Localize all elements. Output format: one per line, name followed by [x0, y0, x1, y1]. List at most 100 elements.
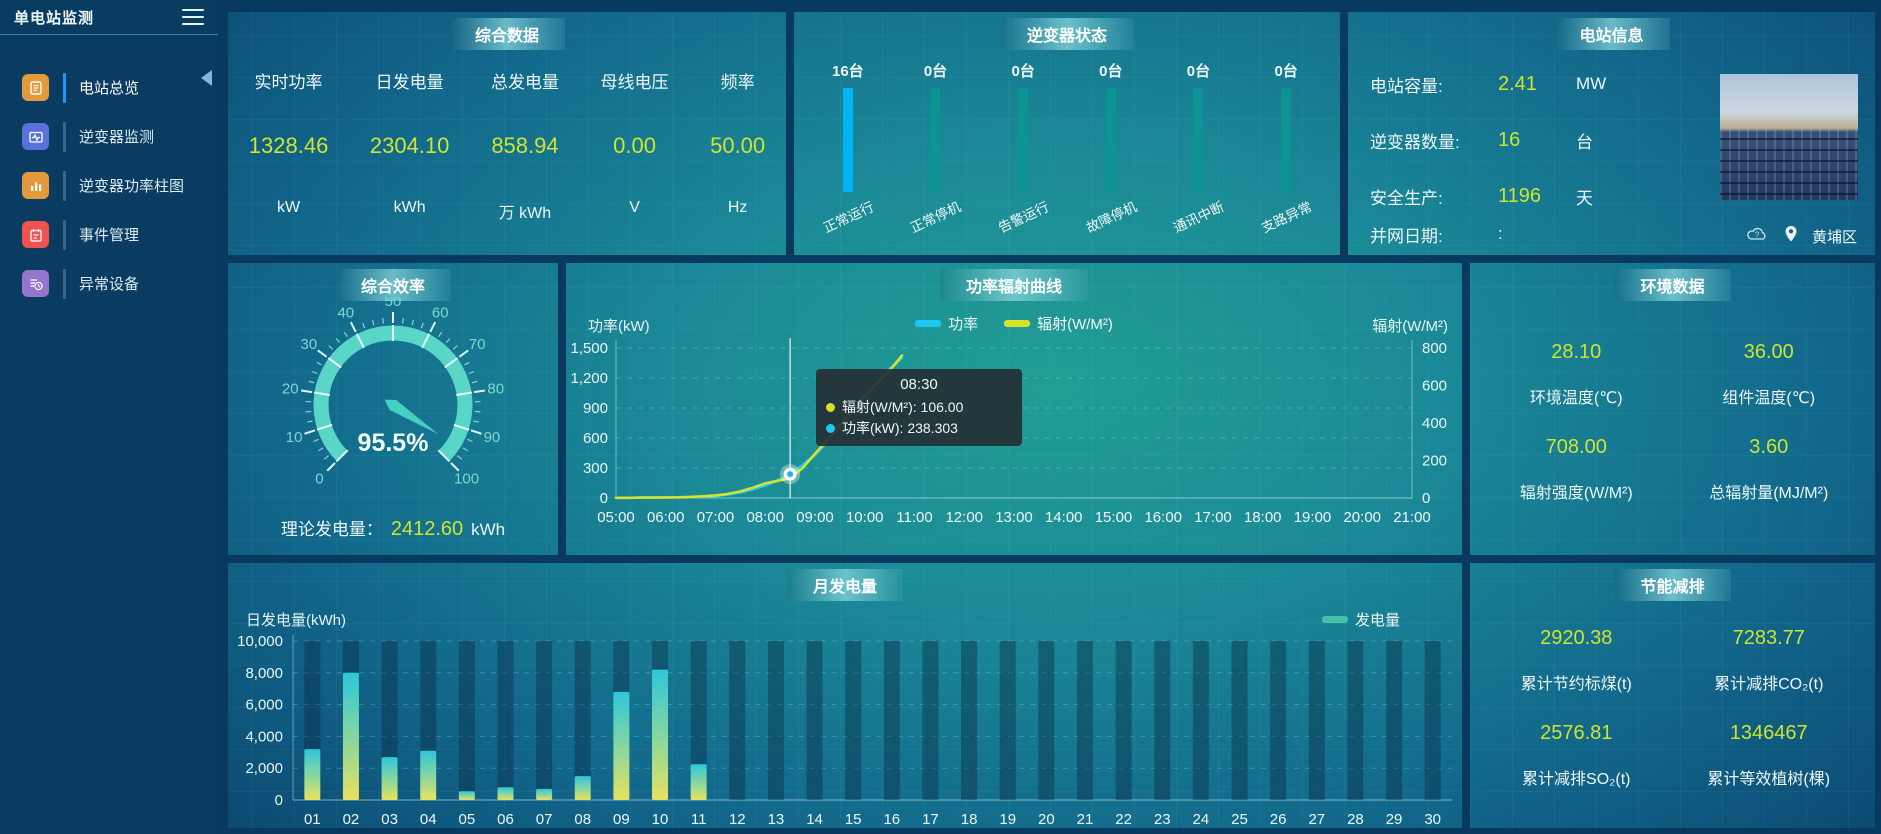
status-branch-abnormal: 0台 支路异常 [1259, 63, 1315, 236]
station-info-rows: 电站容量: 2.41 MW 逆变器数量: 16 台 安全生产: 1196 天 并… [1370, 64, 1606, 262]
info-row-inverter-count: 逆变器数量: 16 台 [1370, 128, 1593, 152]
svg-text:10: 10 [286, 429, 303, 446]
svg-text:6,000: 6,000 [245, 697, 283, 714]
panel-monthly-generation: 月发电量 日发电量(kWh) 发电量 0 2,000 4,000 6,000 8,000… [228, 563, 1462, 828]
svg-text:06: 06 [497, 811, 514, 828]
svg-text:10: 10 [652, 811, 669, 828]
svg-text:20:00: 20:00 [1343, 509, 1381, 526]
env-ambient-temp: 28.10 环境温度(℃) [1529, 341, 1623, 407]
hamburger-menu-icon[interactable] [182, 9, 204, 25]
metric-realtime-power: 实时功率 1328.46 kW [248, 73, 329, 216]
svg-text:10:00: 10:00 [846, 509, 884, 526]
left-axis-label: 功率(kW) [588, 318, 650, 335]
radiation-swatch-icon [1004, 320, 1031, 327]
info-row-grid-date: 并网日期: : [1370, 224, 1503, 246]
panel-title: 节能减排 [1614, 569, 1731, 601]
sidebar-header: 单电站监测 [0, 0, 218, 35]
legend-generation[interactable]: 发电量 [1321, 609, 1400, 630]
weather-cloud-icon[interactable]: ? [1746, 226, 1770, 246]
sidebar-item-abnormal-devices[interactable]: 异常设备 [0, 259, 218, 308]
tooltip-radiation: 辐射(W/M²): 106.00 [826, 397, 1012, 418]
status-bar [1105, 88, 1116, 192]
sidebar-item-label: 事件管理 [79, 227, 140, 244]
svg-text:27: 27 [1308, 811, 1325, 828]
svg-text:2,000: 2,000 [245, 760, 283, 777]
svg-text:0: 0 [600, 490, 608, 507]
svg-text:600: 600 [583, 430, 608, 447]
svg-text:16: 16 [883, 811, 900, 828]
svg-text:70: 70 [469, 336, 486, 353]
svg-text:900: 900 [583, 400, 608, 417]
bar-chart-legend: 发电量 [1321, 609, 1400, 630]
info-row-capacity: 电站容量: 2.41 MW [1370, 72, 1607, 96]
svg-text:0: 0 [275, 792, 283, 809]
station-photo [1720, 74, 1858, 200]
tooltip-time: 08:30 [900, 376, 938, 393]
svg-text:21:00: 21:00 [1393, 509, 1431, 526]
gauge-chart: 0 10 20 30 40 50 60 70 80 90 100 [282, 293, 504, 488]
status-fault-stop: 0台 故障停机 [1083, 63, 1140, 236]
panel-station-info: 电站信息 电站容量: 2.41 MW 逆变器数量: 16 台 安全生产: 119… [1348, 12, 1875, 255]
svg-text:08:00: 08:00 [746, 509, 784, 526]
svg-text:14: 14 [806, 811, 823, 828]
panel-title: 功率辐射曲线 [939, 269, 1089, 301]
sidebar-item-station-overview[interactable]: 电站总览 [0, 63, 218, 112]
saving-coal: 2920.38 累计节约标煤(t) [1520, 627, 1632, 693]
svg-text:20: 20 [1038, 811, 1055, 828]
saving-trees: 1346467 累计等效植树(棵) [1707, 722, 1831, 788]
app-title: 单电站监测 [14, 9, 95, 27]
svg-text:18: 18 [961, 811, 978, 828]
svg-text:09:00: 09:00 [796, 509, 834, 526]
panel-inverter-status: 逆变器状态 16台 正常运行 0台 正常停机 0台 告警运行 0台 故障停机 0… [794, 12, 1340, 255]
status-alarm-running: 0台 告警运行 [996, 63, 1052, 236]
svg-text:8,000: 8,000 [245, 665, 283, 682]
svg-text:30: 30 [1424, 811, 1441, 828]
svg-text:13:00: 13:00 [995, 509, 1033, 526]
svg-text:07: 07 [536, 811, 553, 828]
svg-text:800: 800 [1422, 340, 1447, 357]
location-pin-icon[interactable] [1784, 225, 1798, 247]
waveform-monitor-icon [22, 123, 49, 150]
svg-text:100: 100 [454, 471, 479, 488]
svg-text:15: 15 [845, 811, 862, 828]
panel-energy-saving: 节能减排 2920.38 累计节约标煤(t) 7283.77 累计减排CO₂(t… [1470, 563, 1875, 828]
station-location: ? 黄埔区 [1746, 225, 1857, 247]
metric-frequency: 频率 50.00 Hz [710, 73, 766, 216]
svg-text:15:00: 15:00 [1095, 509, 1133, 526]
status-comm-lost: 0台 通讯中断 [1171, 63, 1227, 236]
power-dot-icon [826, 424, 835, 433]
sidebar-item-inverter-power-bars[interactable]: 逆变器功率柱图 [0, 161, 218, 210]
svg-text:04: 04 [420, 811, 437, 828]
legend-power[interactable]: 功率 [915, 313, 978, 334]
inverter-status-bars: 16台 正常运行 0台 正常停机 0台 告警运行 0台 故障停机 0台 通讯中断… [804, 60, 1330, 236]
env-module-temp: 36.00 组件温度(℃) [1722, 341, 1816, 407]
sidebar-collapse-arrow-icon[interactable] [201, 70, 212, 86]
svg-text:300: 300 [583, 460, 608, 477]
svg-text:11: 11 [691, 811, 707, 828]
sidebar-item-label: 异常设备 [79, 276, 140, 293]
svg-text:06:00: 06:00 [647, 509, 685, 526]
panel-power-radiation-curve: 功率辐射曲线 功率(kW) 辐射(W/M²) 功率 辐射(W/M²) 0 300 6… [566, 263, 1462, 555]
svg-text:4,000: 4,000 [245, 728, 283, 745]
svg-text:40: 40 [337, 304, 354, 321]
sidebar-item-inverter-monitor[interactable]: 逆变器监测 [0, 112, 218, 161]
monthly-bar-chart[interactable]: 0 2,000 4,000 6,000 8,000 10,000 01 02 03 04 05 06 0… [228, 563, 1462, 828]
svg-text:17: 17 [922, 811, 939, 828]
sidebar-item-event-management[interactable]: 事件管理 [0, 210, 218, 259]
status-bar [1193, 88, 1204, 192]
svg-text:07:00: 07:00 [697, 509, 735, 526]
environment-metrics: 28.10 环境温度(℃) 36.00 组件温度(℃) 708.00 辐射强度(… [1480, 327, 1865, 517]
status-bar [1018, 88, 1029, 192]
svg-text:05: 05 [459, 811, 476, 828]
env-irradiance: 708.00 辐射强度(W/M²) [1519, 436, 1633, 502]
svg-text:05:00: 05:00 [597, 509, 635, 526]
metric-bus-voltage: 母线电压 0.00 V [600, 73, 669, 216]
panel-title: 月发电量 [786, 569, 904, 601]
legend-radiation[interactable]: 辐射(W/M²) [1004, 313, 1113, 334]
status-bar [1281, 88, 1292, 192]
panel-title: 逆变器状态 [1000, 18, 1134, 50]
svg-text:30: 30 [301, 336, 318, 353]
svg-text:09: 09 [613, 811, 630, 828]
line-chart-legend: 功率 辐射(W/M²) [566, 313, 1462, 334]
document-icon [22, 74, 49, 101]
